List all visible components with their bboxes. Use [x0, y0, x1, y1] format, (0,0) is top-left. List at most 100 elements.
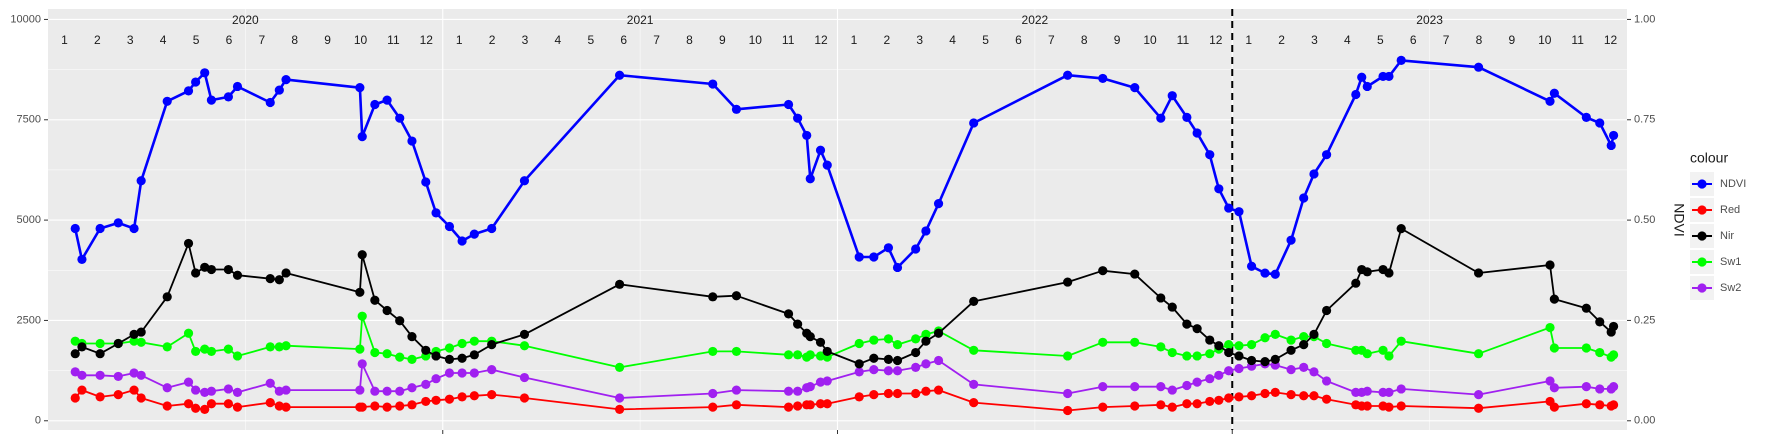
- data-point: [708, 346, 718, 357]
- data-point: [1362, 401, 1372, 411]
- data-point: [431, 395, 441, 405]
- month-label: 1: [1245, 33, 1252, 47]
- data-point: [1098, 266, 1108, 276]
- data-point: [223, 399, 234, 409]
- y-tick-label: 0: [35, 415, 41, 427]
- data-point: [1192, 324, 1202, 334]
- data-point: [883, 388, 894, 399]
- data-point: [1357, 72, 1367, 82]
- data-point: [370, 401, 380, 411]
- month-label: 2: [489, 33, 496, 47]
- month-label: 4: [1344, 33, 1351, 47]
- data-point: [1321, 338, 1332, 349]
- y2-tick-label: 1.00: [1634, 13, 1655, 25]
- data-point: [1063, 388, 1073, 399]
- data-point: [1182, 112, 1192, 122]
- data-point: [1581, 343, 1591, 353]
- data-point: [1224, 203, 1234, 213]
- data-point: [1396, 336, 1406, 346]
- data-point: [1214, 395, 1224, 405]
- data-point: [1608, 400, 1619, 410]
- data-point: [70, 349, 80, 359]
- y2-tick-label: 0.50: [1634, 214, 1655, 226]
- data-point: [1595, 347, 1605, 358]
- data-point: [921, 386, 931, 396]
- data-point: [1309, 169, 1319, 179]
- data-point: [1156, 342, 1166, 352]
- data-point: [969, 118, 979, 128]
- data-point: [1351, 89, 1361, 100]
- data-point: [969, 397, 979, 408]
- data-point: [614, 393, 625, 403]
- month-label: 1: [851, 33, 858, 47]
- data-point: [1234, 341, 1244, 351]
- data-point: [1384, 268, 1394, 278]
- data-point: [1260, 333, 1270, 343]
- data-point: [883, 366, 894, 376]
- data-point: [883, 354, 894, 364]
- data-point: [200, 404, 210, 415]
- data-point: [407, 354, 417, 364]
- data-point: [708, 292, 718, 302]
- data-point: [1214, 341, 1224, 351]
- data-point: [1182, 380, 1192, 391]
- data-point: [869, 252, 879, 262]
- data-point: [1214, 370, 1224, 380]
- data-point: [223, 264, 234, 275]
- data-point: [1246, 391, 1257, 401]
- data-point: [469, 336, 479, 346]
- data-point: [444, 354, 455, 364]
- data-point: [793, 386, 803, 396]
- data-point: [206, 264, 217, 275]
- data-point: [183, 238, 194, 249]
- year-label: 2023: [1416, 13, 1443, 27]
- data-point: [1205, 396, 1215, 407]
- data-point: [793, 113, 803, 123]
- data-point: [1130, 382, 1140, 392]
- data-point: [793, 401, 803, 411]
- data-point: [1182, 351, 1192, 361]
- data-point: [1473, 403, 1484, 413]
- data-point: [921, 329, 931, 339]
- data-point: [95, 223, 105, 234]
- data-point: [519, 176, 530, 186]
- year-label: 2022: [1022, 13, 1049, 27]
- data-point: [265, 97, 275, 108]
- data-point: [1286, 390, 1296, 400]
- data-point: [1595, 400, 1605, 410]
- month-label: 11: [782, 33, 795, 47]
- data-point: [1167, 402, 1177, 412]
- data-point: [1063, 277, 1073, 287]
- data-point: [1205, 335, 1215, 345]
- data-point: [1167, 91, 1177, 101]
- data-point: [783, 350, 794, 360]
- data-point: [614, 404, 625, 415]
- data-point: [206, 399, 217, 409]
- data-point: [395, 352, 405, 362]
- data-point: [113, 371, 123, 382]
- data-point: [1130, 269, 1140, 279]
- data-point: [519, 372, 530, 383]
- data-point: [469, 229, 479, 239]
- data-point: [1545, 376, 1555, 386]
- data-point: [614, 279, 625, 289]
- data-point: [136, 370, 146, 380]
- data-point: [129, 385, 139, 395]
- data-point: [883, 243, 894, 253]
- month-label: 9: [1114, 33, 1121, 47]
- data-point: [355, 344, 365, 354]
- data-point: [1473, 349, 1484, 359]
- data-point: [1321, 394, 1332, 404]
- data-point: [1270, 329, 1280, 339]
- data-point: [223, 344, 234, 354]
- data-point: [815, 337, 826, 347]
- data-point: [487, 364, 497, 375]
- legend-marker: [1697, 205, 1707, 215]
- data-point: [802, 130, 812, 141]
- data-point: [969, 379, 979, 389]
- data-point: [1299, 193, 1309, 203]
- month-label: 8: [686, 33, 693, 47]
- data-point: [444, 368, 455, 378]
- data-point: [370, 99, 380, 110]
- data-point: [822, 346, 832, 357]
